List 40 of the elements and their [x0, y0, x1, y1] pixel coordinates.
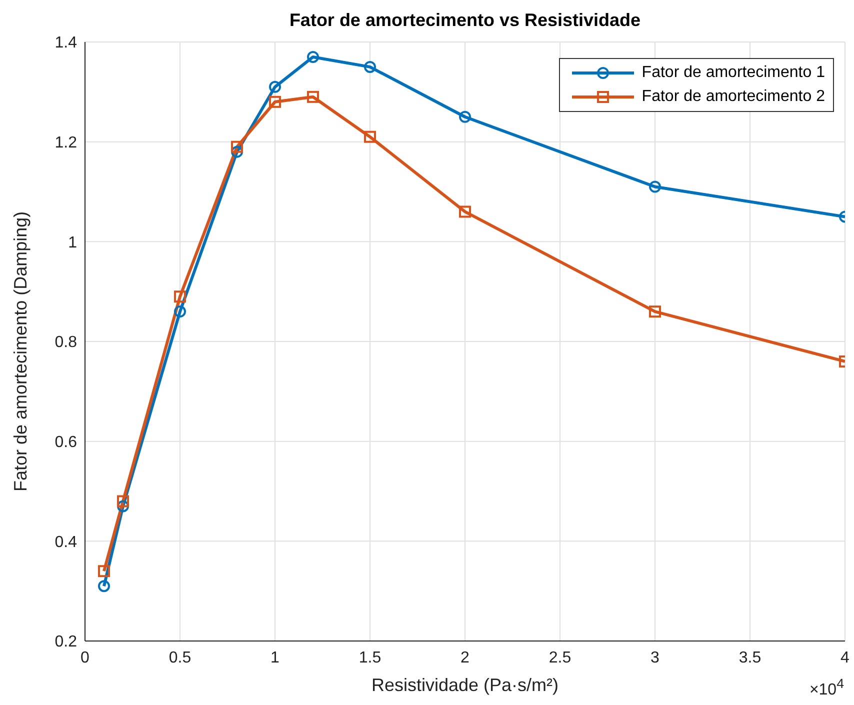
point	[117, 495, 129, 508]
point	[269, 80, 281, 93]
x-tick-label: 1	[270, 649, 280, 666]
point	[98, 580, 110, 592]
point	[649, 180, 661, 193]
point	[98, 565, 110, 578]
x-tick-label: 3.5	[738, 649, 762, 666]
point	[307, 90, 319, 103]
x-tick-label: 1.5	[358, 649, 382, 666]
point	[364, 130, 376, 143]
y-tick-label: 0.8	[54, 334, 78, 352]
x-tick-label: 2.5	[548, 649, 572, 666]
y-tick-label: 0.2	[54, 634, 78, 651]
chart-title: Fator de amortecimento vs Resistividade	[288, 10, 642, 31]
point	[231, 146, 243, 158]
text: ×10$^{4}$	[809, 676, 844, 700]
legend-label: Fator de amortecimento 2	[642, 87, 825, 107]
x-axis-title: Resistividade (Pa·s/m²)	[371, 675, 559, 695]
point	[231, 140, 243, 153]
legend-label: Fator de amortecimento 1	[642, 63, 825, 83]
point	[117, 500, 129, 512]
point	[174, 290, 186, 303]
point	[459, 110, 471, 123]
x-tick-label: 4	[840, 649, 850, 666]
y-tick-label: 1.4	[54, 34, 78, 52]
x-tick-label: 3	[650, 649, 660, 666]
y-tick-label: 0.6	[54, 434, 78, 452]
point	[364, 60, 376, 73]
point	[174, 306, 186, 318]
point	[649, 306, 661, 318]
y-tick-label: 1.2	[54, 134, 78, 152]
x-tick-label: 2	[460, 649, 470, 666]
point	[269, 96, 281, 108]
x-tick-label: 0.5	[168, 649, 192, 666]
y-tick-label: 1	[68, 234, 78, 252]
y-axis-title: Fator de amortecimento (Damping)	[10, 211, 30, 492]
point	[459, 206, 471, 218]
y-tick-label: 0.4	[54, 534, 78, 551]
point	[307, 50, 319, 63]
x-tick-label: 0	[80, 649, 90, 666]
